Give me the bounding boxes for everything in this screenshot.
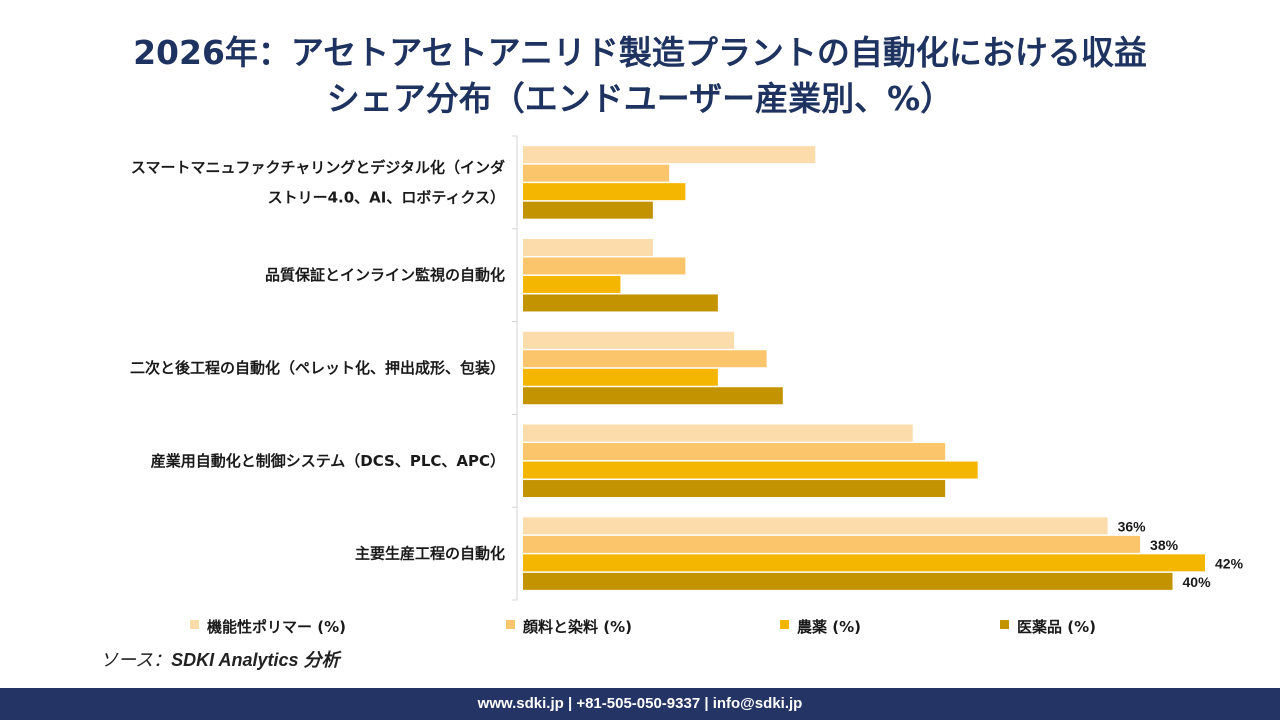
data-label: 42% bbox=[1215, 555, 1244, 571]
source-note: ソース：SDKI Analytics 分析 bbox=[100, 646, 339, 672]
data-label: 40% bbox=[1183, 574, 1212, 590]
legend-label: 医薬品 (%) bbox=[1017, 618, 1096, 636]
category-label: 品質保証とインライン監視の自動化 bbox=[265, 266, 505, 284]
bar bbox=[523, 294, 718, 312]
bar bbox=[523, 146, 816, 164]
bar bbox=[523, 275, 621, 293]
bar bbox=[523, 517, 1108, 535]
legend-swatch bbox=[190, 620, 199, 629]
bar bbox=[523, 387, 783, 405]
bar bbox=[523, 554, 1205, 572]
legend-swatch bbox=[1000, 620, 1009, 629]
bar-chart: スマートマニュファクチャリングとデジタル化（インダストリー4.0、AI、ロボティ… bbox=[130, 135, 1244, 636]
bar bbox=[523, 443, 946, 461]
bar bbox=[523, 535, 1141, 553]
category-label: 主要生産工程の自動化 bbox=[355, 545, 505, 563]
bar bbox=[523, 350, 767, 368]
bar bbox=[523, 183, 686, 201]
bar bbox=[523, 572, 1173, 590]
bar bbox=[523, 461, 978, 479]
bar bbox=[523, 331, 735, 349]
chart-title: 2026年：アセトアセトアニリド製造プラントの自動化における収益 シェア分布（エ… bbox=[40, 30, 1240, 122]
bar bbox=[523, 368, 718, 386]
legend-label: 農薬 (%) bbox=[797, 618, 861, 636]
legend-label: 機能性ポリマー (%) bbox=[207, 618, 346, 636]
title-line-1: 2026年：アセトアセトアニリド製造プラントの自動化における収益 bbox=[133, 33, 1147, 72]
bar bbox=[523, 238, 653, 256]
category-label: 二次と後工程の自動化（ペレット化、押出成形、包装） bbox=[130, 359, 505, 377]
category-label: スマートマニュファクチャリングとデジタル化（インダストリー4.0、AI、ロボティ… bbox=[131, 158, 505, 206]
source-prefix: ソース： bbox=[100, 650, 172, 670]
source-name: SDKI Analytics 分析 bbox=[171, 650, 340, 670]
bar bbox=[523, 424, 913, 442]
legend-swatch bbox=[780, 620, 789, 629]
data-label: 36% bbox=[1118, 518, 1147, 534]
legend-label: 顔料と染料 (%) bbox=[522, 618, 632, 636]
bar bbox=[523, 164, 670, 182]
bar bbox=[523, 257, 686, 275]
title-line-2: シェア分布（エンドユーザー産業別、%） bbox=[326, 79, 954, 118]
legend-swatch bbox=[506, 620, 515, 629]
footer-contact: www.sdki.jp | +81-505-050-9337 | info@sd… bbox=[0, 688, 1280, 720]
bar bbox=[523, 201, 653, 219]
bar bbox=[523, 480, 946, 498]
category-label: 産業用自動化と制御システム（DCS、PLC、APC） bbox=[151, 452, 505, 470]
data-label: 38% bbox=[1150, 537, 1179, 553]
